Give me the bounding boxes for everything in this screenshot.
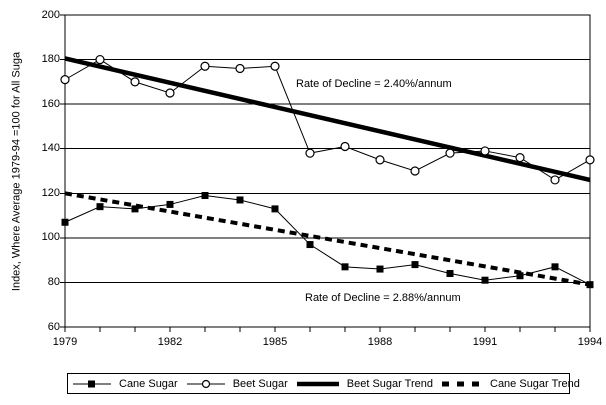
thick-dashed-line-icon: [442, 381, 479, 386]
cane-sugar-marker: [166, 200, 174, 208]
y-tick-label: 80: [47, 275, 60, 288]
cane-sugar-marker: [201, 192, 209, 200]
cane-sugar-marker: [586, 281, 594, 289]
beet-sugar-line: [64, 58, 591, 181]
cane-sugar-marker: [516, 272, 524, 280]
cane-sugar-marker: [131, 205, 139, 213]
cane-sugar-marker: [306, 241, 314, 249]
y-tick-label: 140: [41, 142, 60, 155]
beet-sugar-marker: [270, 61, 280, 71]
x-tick-label: 1994: [577, 336, 603, 348]
beet-sugar-marker: [375, 155, 385, 165]
beet-sugar-marker: [515, 153, 525, 163]
legend-item-beet-sugar: Beet Sugar: [186, 377, 288, 390]
x-tick-label: 1991: [472, 336, 498, 348]
y-tick-label: 100: [41, 231, 60, 244]
beet-sugar-marker: [60, 75, 70, 85]
beet-sugar-marker: [200, 61, 210, 71]
legend-label-cane-sugar: Cane Sugar: [119, 377, 178, 390]
beet-sugar-marker: [480, 146, 490, 156]
legend: Cane Sugar Beet Sugar Beet Sugar Trend C…: [67, 373, 580, 394]
beet-sugar-marker: [130, 77, 140, 87]
y-tick-label: 120: [41, 186, 60, 199]
plot-border: [64, 14, 591, 328]
beet-sugar-trend-line: [64, 56, 591, 183]
cane-sugar-marker: [411, 261, 419, 269]
cane-sugar-marker: [61, 218, 69, 226]
beet-sugar-marker: [550, 175, 560, 185]
cane-sugar-marker: [446, 270, 454, 278]
beet-sugar-marker: [95, 54, 105, 65]
legend-label-cane-sugar-trend: Cane Sugar Trend: [490, 377, 580, 390]
filled-square-line-icon: [73, 380, 111, 387]
cane-sugar-trend-line: [64, 191, 591, 287]
y-tick-label: 160: [41, 97, 60, 110]
x-tick-label: 1982: [157, 336, 183, 348]
legend-label-beet-sugar: Beet Sugar: [232, 377, 288, 390]
legend-item-cane-sugar-trend: Cane Sugar Trend: [442, 378, 580, 390]
beet-trend-annotation: Rate of Decline = 2.40%/annum: [296, 78, 452, 90]
y-tick-label: 200: [41, 8, 60, 21]
cane-sugar-marker: [341, 263, 349, 271]
y-tick-label: 180: [41, 53, 60, 66]
cane-sugar-marker: [271, 205, 279, 213]
cane-sugar-marker: [236, 196, 244, 204]
beet-sugar-marker: [165, 88, 175, 98]
legend-item-beet-sugar-trend: Beet Sugar Trend: [296, 377, 433, 390]
y-axis-title: Index, Where Average 1979-94 =100 for Al…: [10, 51, 23, 292]
y-tick-label: 60: [47, 320, 60, 333]
open-circle-line-icon: [186, 379, 225, 388]
cane-sugar-marker: [481, 276, 489, 284]
x-tick-label: 1979: [52, 336, 78, 348]
beet-sugar-marker: [305, 148, 315, 158]
beet-sugar-marker: [410, 166, 420, 176]
thick-solid-line-icon: [296, 381, 339, 386]
legend-item-cane-sugar: Cane Sugar: [73, 378, 178, 390]
cane-trend-annotation: Rate of Decline = 2.88%/annum: [305, 292, 461, 304]
x-tick-label: 1988: [367, 336, 393, 348]
x-tick-label: 1985: [262, 336, 288, 348]
cane-sugar-marker: [96, 203, 104, 211]
beet-sugar-marker: [445, 148, 455, 158]
legend-label-beet-sugar-trend: Beet Sugar Trend: [346, 377, 433, 390]
cane-sugar-marker: [376, 265, 384, 273]
cane-sugar-marker: [551, 263, 559, 271]
beet-sugar-marker: [585, 155, 595, 165]
beet-sugar-marker: [340, 141, 350, 152]
beet-sugar-marker: [235, 63, 245, 74]
